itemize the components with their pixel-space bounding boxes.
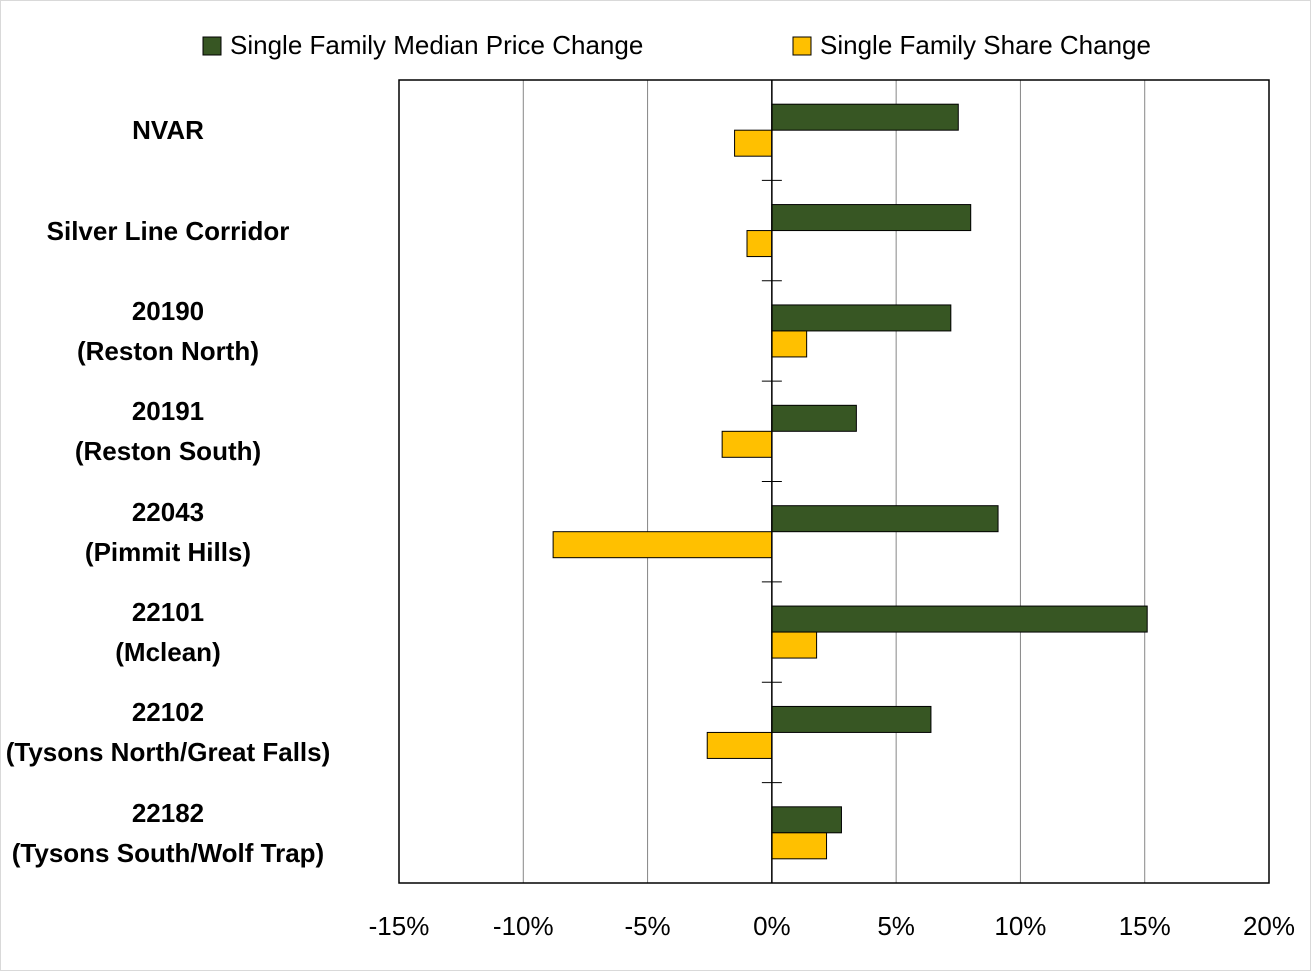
y-tick-label: 20190 (Reston North) xyxy=(77,295,259,366)
y-tick-label: 22102 (Tysons North/Great Falls) xyxy=(5,697,331,768)
x-tick-label: -5% xyxy=(624,911,670,941)
bar xyxy=(771,330,808,358)
bar xyxy=(771,832,828,860)
legend-swatch xyxy=(202,36,222,56)
y-tick-label: NVAR xyxy=(132,115,204,146)
y-tick-label: 22101 (Mclean) xyxy=(115,597,221,668)
x-tick-label: 0% xyxy=(753,911,791,941)
y-tick-label: Silver Line Corridor xyxy=(46,215,290,246)
bar xyxy=(771,404,857,432)
bar xyxy=(771,505,999,533)
x-tick-label: 20% xyxy=(1243,911,1295,941)
bar xyxy=(746,230,773,258)
plot-border xyxy=(398,79,1270,884)
bar xyxy=(734,129,773,157)
y-tick-label: 22182 (Tysons South/Wolf Trap) xyxy=(11,797,325,868)
x-tick-label: -10% xyxy=(493,911,554,941)
x-tick-label: -15% xyxy=(369,911,430,941)
bar xyxy=(706,731,773,759)
bar xyxy=(552,531,773,559)
bar xyxy=(721,430,773,458)
legend-label: Single Family Share Change xyxy=(820,30,1151,60)
bar xyxy=(771,103,959,131)
y-tick-label: 22043 (Pimmit Hills) xyxy=(84,496,252,567)
x-tick-label: 15% xyxy=(1119,911,1171,941)
x-tick-label: 10% xyxy=(994,911,1046,941)
bar xyxy=(771,605,1148,633)
x-tick-label: 5% xyxy=(877,911,915,941)
y-tick-label: 20191 (Reston South) xyxy=(74,396,262,467)
bar xyxy=(771,631,818,659)
legend-swatch xyxy=(792,36,812,56)
bar xyxy=(771,806,842,834)
legend-label: Single Family Median Price Change xyxy=(230,30,643,60)
bar xyxy=(771,705,932,733)
bar xyxy=(771,204,972,232)
bar xyxy=(771,304,952,332)
